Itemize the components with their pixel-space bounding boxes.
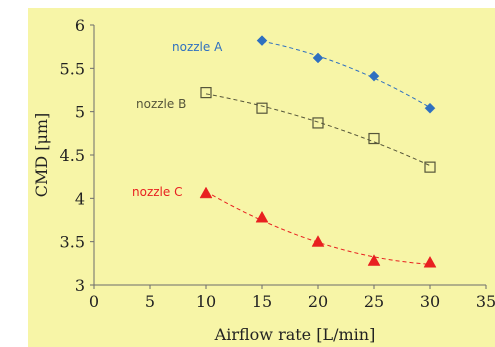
y-axis-title: CMD [μm] bbox=[32, 113, 51, 198]
plot-area-background bbox=[28, 8, 495, 347]
x-tick-label: 5 bbox=[145, 292, 155, 311]
nozzle-a-point bbox=[256, 35, 268, 46]
nozzle-c-point bbox=[311, 235, 325, 247]
y-tick-label: 4.5 bbox=[60, 146, 85, 165]
trend-lines bbox=[205, 40, 431, 265]
nozzle-b-trendline bbox=[205, 93, 431, 167]
y-tick-label: 4 bbox=[75, 189, 85, 208]
nozzle-c-point bbox=[423, 255, 437, 268]
x-tick-label: 10 bbox=[196, 292, 216, 311]
nozzle-b-point bbox=[312, 117, 324, 129]
nozzle-c-point bbox=[255, 210, 269, 223]
y-tick-label: 5 bbox=[75, 103, 85, 122]
nozzle-b-point bbox=[200, 86, 212, 99]
nozzle-c-label: nozzle C bbox=[132, 185, 182, 199]
nozzle-a-label: nozzle A bbox=[172, 40, 223, 54]
nozzle-b-label: nozzle B bbox=[136, 97, 186, 111]
nozzle-a-trendline bbox=[261, 40, 431, 108]
nozzle-a-point bbox=[424, 102, 436, 114]
x-tick-label: 25 bbox=[364, 292, 384, 311]
y-axis-ticks: 3 3.5 4 4.5 5 5.5 6 bbox=[60, 16, 94, 295]
nozzle-b-point bbox=[256, 102, 268, 114]
nozzle-c-point bbox=[367, 254, 381, 266]
nozzle-c-trendline bbox=[205, 191, 431, 265]
nozzle-b-point bbox=[368, 132, 380, 145]
nozzle-c-point bbox=[199, 186, 213, 199]
x-axis-ticks: 0 5 10 15 20 25 30 35 bbox=[89, 285, 495, 311]
series-labels: nozzle A nozzle B nozzle C bbox=[132, 40, 223, 199]
nozzle-a-point bbox=[368, 70, 380, 82]
y-tick-label: 5.5 bbox=[60, 59, 85, 78]
nozzle-b-point bbox=[424, 161, 436, 173]
x-tick-label: 35 bbox=[476, 292, 495, 311]
x-tick-label: 15 bbox=[252, 292, 272, 311]
nozzle-a-point bbox=[312, 52, 324, 64]
x-tick-label: 20 bbox=[308, 292, 328, 311]
y-tick-label: 3.5 bbox=[60, 233, 85, 252]
y-tick-label: 6 bbox=[75, 16, 85, 35]
x-axis-title: Airflow rate [L/min] bbox=[214, 325, 376, 344]
x-tick-label: 30 bbox=[420, 292, 440, 311]
y-tick-label: 3 bbox=[75, 276, 85, 295]
data-markers bbox=[199, 35, 437, 268]
x-tick-label: 0 bbox=[89, 292, 99, 311]
